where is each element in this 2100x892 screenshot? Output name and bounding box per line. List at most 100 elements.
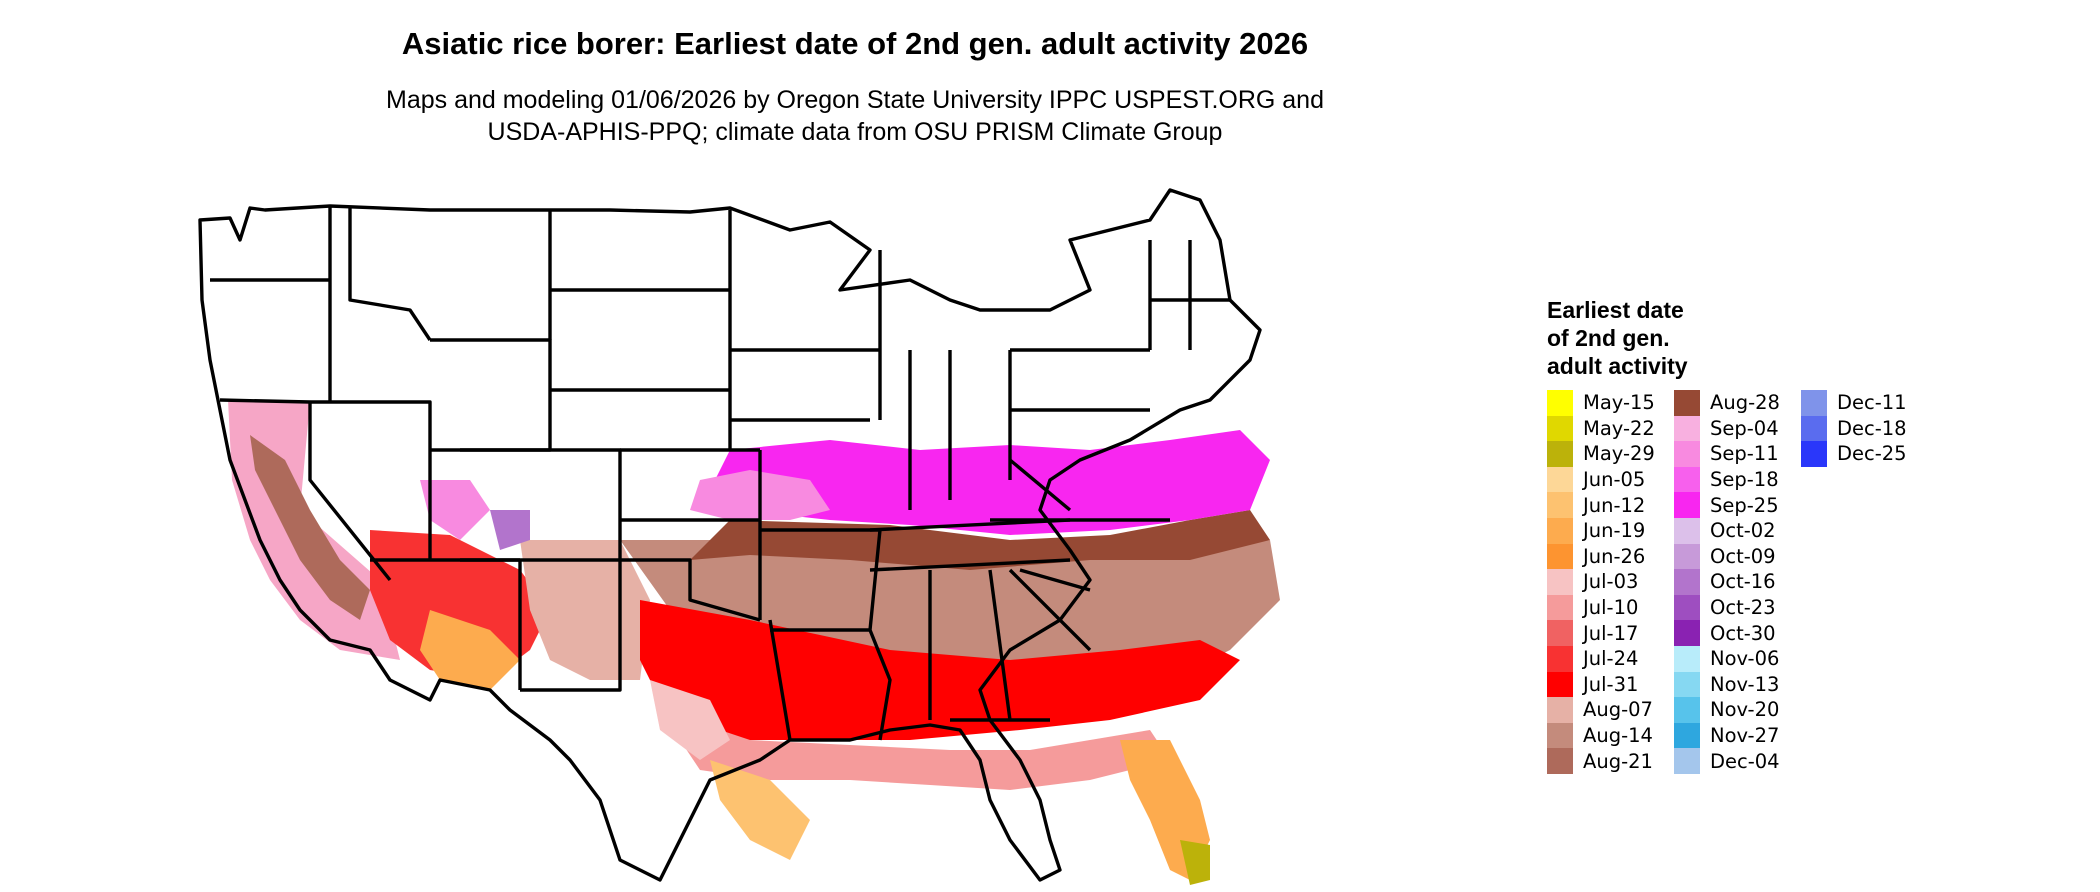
legend-item: May-22 <box>1547 415 1655 442</box>
legend: Earliest date of 2nd gen. adult activity… <box>1547 296 1907 774</box>
legend-label: Nov-27 <box>1710 724 1780 748</box>
region-california-brown <box>250 435 370 620</box>
boundary-nm-tx <box>520 560 622 692</box>
map-title: Asiatic rice borer: Earliest date of 2nd… <box>401 26 1309 61</box>
boundary-id-mt <box>348 206 432 341</box>
legend-label: Jun-26 <box>1583 544 1646 568</box>
region-florida-keys-yellow <box>1180 840 1210 885</box>
legend-label: Nov-20 <box>1710 698 1780 722</box>
legend-swatch <box>1547 671 1573 698</box>
legend-item: Dec-04 <box>1674 748 1780 774</box>
boundary-ar-ms <box>868 529 892 741</box>
legend-title-line-1: Earliest date <box>1547 297 1684 323</box>
legend-item: Nov-13 <box>1674 671 1780 698</box>
legend-swatch <box>1674 748 1700 774</box>
legend-label: Dec-04 <box>1710 749 1780 773</box>
legend-swatch <box>1547 620 1573 646</box>
legend-title-line-3: adult activity <box>1547 353 1688 379</box>
legend-label: Sep-18 <box>1710 468 1779 492</box>
legend-item: Jun-05 <box>1547 466 1655 493</box>
legend-swatch <box>1674 697 1700 723</box>
legend-swatch <box>1674 415 1700 442</box>
legend-item: Aug-07 <box>1547 697 1655 723</box>
boundary-nv-ut <box>310 400 432 560</box>
region-midwest-magenta <box>710 430 1270 535</box>
legend-label: Oct-02 <box>1710 519 1776 543</box>
legend-title-line-2: of 2nd gen. <box>1547 325 1670 351</box>
legend-label: Jul-17 <box>1583 621 1639 645</box>
legend-label: Dec-11 <box>1837 391 1907 415</box>
legend-item: Aug-28 <box>1674 390 1780 416</box>
boundary-co <box>460 448 622 562</box>
legend-swatch <box>1674 671 1700 698</box>
legend-label: Sep-25 <box>1710 493 1779 517</box>
boundary-tx-la <box>768 619 792 741</box>
legend-item: Sep-18 <box>1674 466 1780 493</box>
legend-label: Jun-19 <box>1583 519 1646 543</box>
legend-item: Sep-11 <box>1674 441 1780 467</box>
legend-item: Jul-31 <box>1547 671 1655 698</box>
legend-swatch <box>1674 569 1700 595</box>
legend-label: Jul-31 <box>1583 672 1639 696</box>
legend-swatch <box>1547 543 1573 570</box>
boundary-tn-south <box>869 558 1071 572</box>
legend-label: Jun-05 <box>1583 468 1646 492</box>
legend-swatch <box>1547 441 1573 467</box>
legend-label: Oct-09 <box>1710 544 1776 568</box>
legend-column: Dec-11 Dec-18 Dec-25 <box>1801 390 1907 467</box>
region-great-basin-patches <box>420 480 490 540</box>
legend-label: Oct-16 <box>1710 570 1776 594</box>
legend-item: Jul-03 <box>1547 569 1655 595</box>
legend-swatch <box>1547 492 1573 518</box>
legend-item: Sep-04 <box>1674 415 1780 442</box>
legend-item: Aug-21 <box>1547 748 1655 774</box>
legend-column: Aug-28 Sep-04 Sep-11 Sep-18 Sep-25 Oct-02 Oct-… <box>1674 390 1780 774</box>
legend-label: Sep-04 <box>1710 416 1779 440</box>
legend-swatch <box>1801 390 1827 416</box>
legend-swatch <box>1674 466 1700 493</box>
legend-item: Dec-25 <box>1801 441 1907 467</box>
legend-item: Sep-25 <box>1674 492 1780 518</box>
legend-item: Dec-18 <box>1801 415 1907 442</box>
legend-item: Dec-11 <box>1801 390 1907 416</box>
region-gulf-coast-pink <box>660 710 1170 790</box>
legend-item: Jun-12 <box>1547 492 1655 518</box>
region-southern-plains-brown <box>620 540 1280 680</box>
state-boundaries <box>198 188 1262 882</box>
legend-label: Jul-24 <box>1583 647 1639 671</box>
us-map <box>198 188 1280 885</box>
legend-swatch <box>1547 697 1573 723</box>
legend-swatch <box>1547 415 1573 442</box>
region-texas-orange <box>710 760 810 860</box>
legend-item: Nov-20 <box>1674 697 1780 723</box>
legend-swatch <box>1547 569 1573 595</box>
legend-item: Nov-27 <box>1674 722 1780 749</box>
boundary-al-ga <box>988 569 1012 721</box>
legend-column: May-15 May-22 May-29 Jun-05 Jun-12 Jun-19 Jun-… <box>1547 390 1655 774</box>
legend-item: Oct-02 <box>1674 517 1780 544</box>
legend-swatch <box>1547 722 1573 749</box>
boundary-or-ca <box>219 398 311 404</box>
legend-swatch <box>1674 517 1700 544</box>
legend-swatch <box>1547 517 1573 544</box>
region-great-basin-patches-2 <box>490 510 530 550</box>
legend-swatch <box>1547 466 1573 493</box>
legend-swatch <box>1674 390 1700 416</box>
legend-swatch <box>1547 645 1573 672</box>
legend-swatch <box>1801 415 1827 442</box>
boundary-wy <box>430 338 552 452</box>
legend-label: Jul-03 <box>1583 570 1639 594</box>
legend-label: Sep-11 <box>1710 442 1779 466</box>
legend-item: Oct-23 <box>1674 594 1780 621</box>
boundary-wv-va <box>1008 458 1072 512</box>
legend-item: Aug-14 <box>1547 722 1655 749</box>
legend-item: Oct-30 <box>1674 620 1780 646</box>
legend-label: Aug-28 <box>1710 391 1780 415</box>
boundary-ga-sc <box>1008 568 1092 652</box>
legend-swatch <box>1547 594 1573 621</box>
legend-swatch <box>1674 645 1700 672</box>
legend-item: Jun-26 <box>1547 543 1655 570</box>
boundary-new-england <box>1148 240 1230 350</box>
legend-swatch <box>1674 722 1700 749</box>
legend-title: Earliest date of 2nd gen. adult activity <box>1547 296 1747 380</box>
